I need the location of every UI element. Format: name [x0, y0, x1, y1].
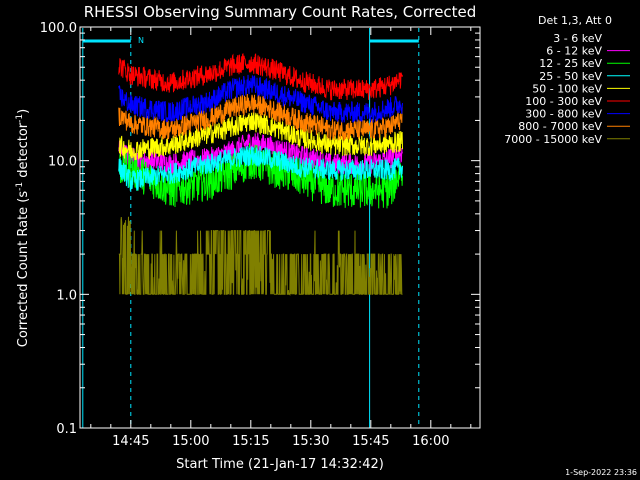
axes: 100.0 10.0 1.0 0.1 14:45 15:00 15:15 15:30 15:45… [40, 21, 481, 449]
legend-label-4: 50 - 100 keV [532, 82, 602, 95]
y-label-part-1: Corrected Count Rate (s [16, 191, 31, 348]
series-line-3 [118, 146, 403, 191]
series-line-8 [118, 216, 403, 297]
x-tick-label-5: 16:00 [412, 434, 449, 449]
timestamp: 1-Sep-2022 23:36 [565, 468, 637, 477]
y-tick-label-0: 100.0 [40, 21, 77, 36]
y-label-part-3: ) [16, 109, 31, 114]
y-label-superscript-1: -1 [15, 182, 25, 191]
legend-label-3: 25 - 50 keV [539, 70, 602, 83]
y-tick-label-2: 1.0 [56, 288, 77, 303]
y-label-superscript-2: -1 [15, 114, 25, 123]
series-line-6 [118, 74, 403, 123]
legend-label-1: 6 - 12 keV [546, 45, 602, 58]
x-tick-label-2: 15:15 [232, 434, 269, 449]
y-tick-label-3: 0.1 [56, 422, 77, 437]
legend-label-7: 800 - 7000 keV [518, 120, 602, 133]
x-tick-label-4: 15:45 [352, 434, 389, 449]
legend-label-6: 300 - 800 keV [525, 108, 602, 121]
y-label-part-2: detector [16, 122, 31, 182]
y-tick-label-1: 10.0 [48, 155, 77, 170]
legend-label-5: 100 - 300 keV [525, 95, 602, 108]
legend-title: Det 1,3, Att 0 [538, 14, 612, 27]
y-axis-label: Corrected Count Rate (s-1 detector-1) [15, 109, 31, 347]
x-axis-label: Start Time (21-Jan-17 14:32:42) [176, 457, 384, 472]
series-line-2 [118, 143, 403, 209]
chart-title: RHESSI Observing Summary Count Rates, Co… [84, 3, 477, 21]
legend-label-0: 3 - 6 keV [553, 32, 602, 45]
legend-label-8: 7000 - 15000 keV [504, 133, 602, 146]
plot-frame [79, 26, 481, 429]
series-line-7 [118, 93, 403, 141]
series-line-5 [118, 53, 403, 101]
x-tick-label-0: 14:45 [112, 434, 149, 449]
legend-label-2: 12 - 25 keV [539, 57, 602, 70]
x-tick-label-3: 15:30 [292, 434, 329, 449]
x-tick-label-1: 15:00 [172, 434, 209, 449]
night-marker-label: N [138, 36, 144, 45]
series-layer [118, 53, 403, 297]
